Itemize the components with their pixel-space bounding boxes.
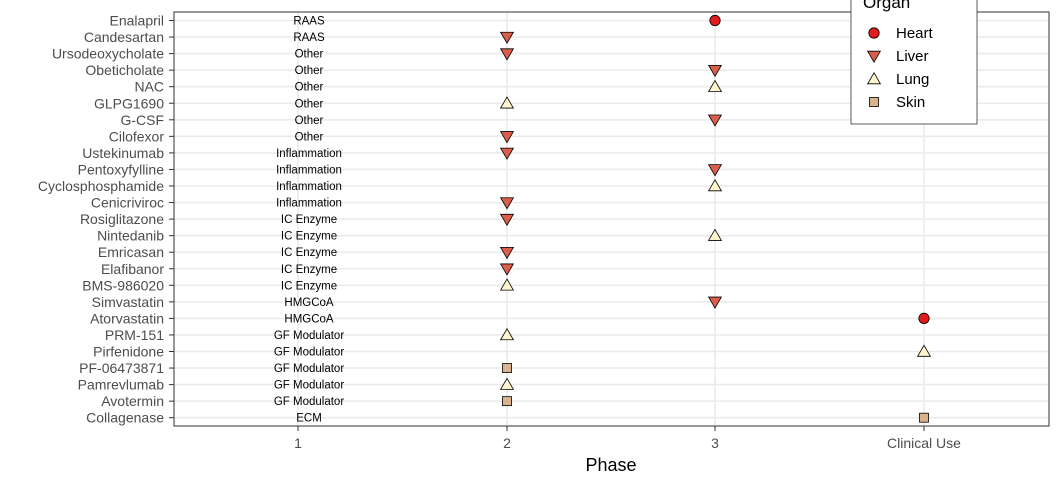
- y-tick-label: Pentoxyfylline: [78, 161, 165, 177]
- data-point: [499, 96, 515, 109]
- category-label: RAAS: [293, 32, 325, 44]
- data-point: [707, 114, 723, 127]
- y-tick-label: Ustekinumab: [82, 145, 164, 161]
- y-tick-label: NAC: [134, 79, 164, 95]
- category-label: Inflammation: [276, 148, 342, 160]
- data-point: [499, 197, 515, 210]
- y-tick-label: Elafibanor: [101, 261, 164, 277]
- data-point: [707, 228, 723, 241]
- data-point: [499, 213, 515, 227]
- legend-label: Heart: [896, 25, 934, 42]
- data-point: [707, 179, 723, 192]
- category-label: IC Enzyme: [281, 214, 337, 226]
- y-axis-labels: EnalaprilCandesartanUrsodeoxycholateObet…: [38, 13, 174, 426]
- legend-key: [868, 27, 880, 39]
- data-point: [919, 412, 929, 423]
- data-point: [499, 48, 515, 61]
- data-point: [499, 263, 515, 276]
- y-tick-label: Candesartan: [84, 29, 164, 45]
- legend-key: [866, 50, 882, 63]
- data-point: [918, 312, 930, 324]
- category-label: IC Enzyme: [281, 264, 337, 276]
- category-label: HMGCoA: [284, 313, 334, 325]
- category-label: Inflammation: [276, 181, 342, 193]
- category-label: RAAS: [293, 16, 325, 28]
- data-point: [707, 164, 723, 177]
- y-tick-label: Cenicriviroc: [91, 195, 164, 211]
- category-label: IC Enzyme: [281, 280, 337, 292]
- data-point: [916, 344, 932, 357]
- category-label: Other: [295, 98, 324, 110]
- data-point: [502, 363, 512, 373]
- x-axis: 1 2 3 Clinical Use: [294, 426, 961, 451]
- data-point: [499, 377, 515, 390]
- category-label: Other: [295, 49, 324, 61]
- category-labels: RAAS RAAS Other Other Other Other Other Other In…: [274, 16, 344, 425]
- y-tick-label: Avotermin: [101, 393, 164, 409]
- grid-lines: [174, 12, 1049, 426]
- y-tick-label: Pamrevlumab: [78, 377, 165, 393]
- y-tick-label: Cilofexor: [109, 128, 165, 144]
- y-tick-label: G-CSF: [120, 112, 164, 128]
- category-label: Inflammation: [276, 164, 342, 176]
- legend-key: [869, 97, 879, 107]
- data-point: [499, 327, 515, 341]
- legend-label: Lung: [896, 71, 929, 88]
- data-point: [709, 14, 721, 27]
- data-point: [499, 278, 515, 291]
- data-point: [502, 396, 512, 407]
- category-label: Inflammation: [276, 198, 342, 210]
- data-point: [499, 131, 515, 144]
- category-label: GF Modulator: [274, 330, 344, 342]
- y-tick-label: Emricasan: [98, 244, 164, 260]
- data-point: [707, 296, 723, 309]
- y-tick-label: BMS-986020: [82, 277, 164, 293]
- y-tick-label: Atorvastatin: [90, 310, 164, 326]
- legend-label: Skin: [896, 94, 925, 111]
- y-tick-label: Obeticholate: [85, 62, 164, 78]
- category-label: GF Modulator: [274, 396, 344, 408]
- y-tick-label: Nintedanib: [97, 228, 164, 244]
- category-label: GF Modulator: [274, 380, 344, 392]
- category-label: IC Enzyme: [281, 247, 337, 259]
- y-tick-label: GLPG1690: [94, 95, 164, 111]
- category-label: GF Modulator: [274, 347, 344, 359]
- data-point: [499, 246, 515, 260]
- data-points: [499, 14, 932, 423]
- legend-title: Organ: [863, 0, 910, 12]
- y-tick-label: Ursodeoxycholate: [52, 46, 164, 62]
- y-tick-label: Enalapril: [110, 13, 164, 29]
- x-tick-label: Clinical Use: [887, 435, 961, 451]
- category-label: IC Enzyme: [281, 231, 337, 243]
- y-tick-label: Pirfenidone: [93, 344, 164, 360]
- category-label: Other: [295, 131, 324, 143]
- legend: Organ Heart Liver Lung Skin: [850, 0, 978, 125]
- category-label: ECM: [296, 413, 322, 425]
- data-point: [499, 31, 515, 45]
- y-tick-label: Rosiglitazone: [80, 211, 164, 227]
- x-axis-title: Phase: [585, 455, 636, 475]
- x-tick-label: 1: [294, 435, 302, 451]
- legend-label: Liver: [896, 48, 929, 65]
- x-tick-label: 2: [503, 435, 511, 451]
- y-tick-label: PF-06473871: [79, 360, 164, 376]
- data-point: [707, 64, 723, 78]
- category-label: Other: [295, 115, 324, 127]
- legend-key: [866, 72, 882, 85]
- category-label: Other: [295, 65, 324, 77]
- category-label: GF Modulator: [274, 363, 344, 375]
- y-tick-label: Simvastatin: [92, 294, 164, 310]
- y-tick-label: Collagenase: [86, 410, 164, 426]
- data-point: [499, 147, 515, 160]
- category-label: Other: [295, 82, 324, 94]
- y-tick-label: Cyclosphosphamide: [38, 178, 164, 194]
- data-point: [707, 79, 723, 92]
- category-label: HMGCoA: [284, 297, 334, 309]
- x-tick-label: 3: [711, 435, 719, 451]
- y-tick-label: PRM-151: [105, 327, 164, 343]
